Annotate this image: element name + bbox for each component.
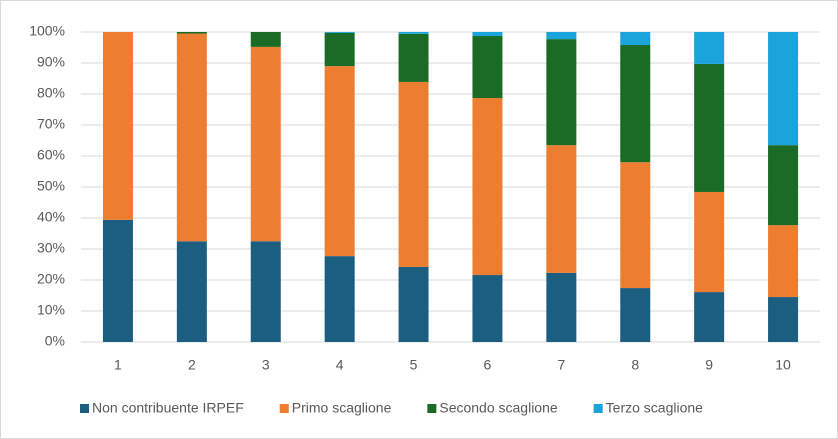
legend-label: Non contribuente IRPEF bbox=[92, 400, 244, 416]
bar-segment bbox=[102, 32, 133, 220]
y-tick-label: 70% bbox=[37, 116, 65, 132]
y-tick-label: 60% bbox=[37, 147, 65, 163]
bar-segment bbox=[250, 32, 281, 47]
bar-segment bbox=[324, 66, 355, 257]
bar-segment bbox=[546, 32, 577, 40]
y-tick-label: 100% bbox=[29, 23, 65, 39]
y-tick-label: 0% bbox=[45, 333, 65, 349]
bar-segment bbox=[176, 241, 207, 342]
bar-segment bbox=[398, 32, 429, 34]
bar-segment bbox=[398, 81, 429, 267]
legend-label: Secondo scaglione bbox=[439, 400, 558, 416]
y-tick-label: 80% bbox=[37, 85, 65, 101]
bar-segment bbox=[768, 225, 799, 298]
bar-segment bbox=[324, 32, 355, 33]
bar-segment bbox=[546, 145, 577, 273]
bar-segment bbox=[472, 32, 503, 37]
bar-segment bbox=[620, 288, 651, 342]
bar-segment bbox=[472, 98, 503, 276]
y-tick-label: 20% bbox=[37, 271, 65, 287]
bar-segment bbox=[768, 145, 799, 226]
legend-swatch bbox=[427, 404, 437, 413]
bar-segment bbox=[768, 297, 799, 342]
bar-segment bbox=[398, 266, 429, 342]
x-tick-label: 10 bbox=[775, 357, 791, 373]
legend-swatch bbox=[80, 404, 89, 413]
bar-segment bbox=[546, 39, 577, 146]
x-tick-label: 8 bbox=[631, 357, 639, 373]
legend-swatch bbox=[593, 404, 603, 413]
x-tick-label: 2 bbox=[188, 357, 196, 373]
bar-segment bbox=[620, 45, 651, 163]
bar-segment bbox=[694, 32, 725, 64]
y-tick-label: 40% bbox=[37, 209, 65, 225]
y-tick-label: 10% bbox=[37, 302, 65, 318]
bar-segment bbox=[620, 32, 651, 46]
bar-segment bbox=[176, 32, 207, 34]
x-tick-label: 6 bbox=[484, 357, 492, 373]
legend-label: Primo scaglione bbox=[292, 400, 392, 416]
x-tick-label: 7 bbox=[557, 357, 565, 373]
bar-segment bbox=[250, 241, 281, 342]
x-tick-label: 1 bbox=[114, 357, 122, 373]
bar-segment bbox=[472, 275, 503, 342]
bar-segment bbox=[694, 191, 725, 293]
x-tick-label: 9 bbox=[705, 357, 713, 373]
legend-label: Terzo scaglione bbox=[606, 400, 703, 416]
y-tick-label: 30% bbox=[37, 240, 65, 256]
bar-segment bbox=[768, 32, 799, 146]
bar-segment bbox=[694, 63, 725, 192]
bar-segment bbox=[620, 162, 651, 289]
y-tick-label: 50% bbox=[37, 178, 65, 194]
bar-segment bbox=[472, 36, 503, 99]
x-tick-label: 4 bbox=[336, 357, 344, 373]
bar-segment bbox=[102, 219, 133, 342]
bar-segment bbox=[176, 33, 207, 242]
y-tick-label: 90% bbox=[37, 54, 65, 70]
legend-swatch bbox=[279, 404, 289, 413]
bar-segment bbox=[324, 32, 355, 67]
bar-segment bbox=[694, 292, 725, 342]
bar-segment bbox=[546, 272, 577, 342]
x-tick-label: 5 bbox=[410, 357, 418, 373]
x-tick-label: 3 bbox=[262, 357, 270, 373]
bar-segment bbox=[250, 46, 281, 242]
bar-segment bbox=[324, 256, 355, 342]
bar-segment bbox=[398, 33, 429, 82]
